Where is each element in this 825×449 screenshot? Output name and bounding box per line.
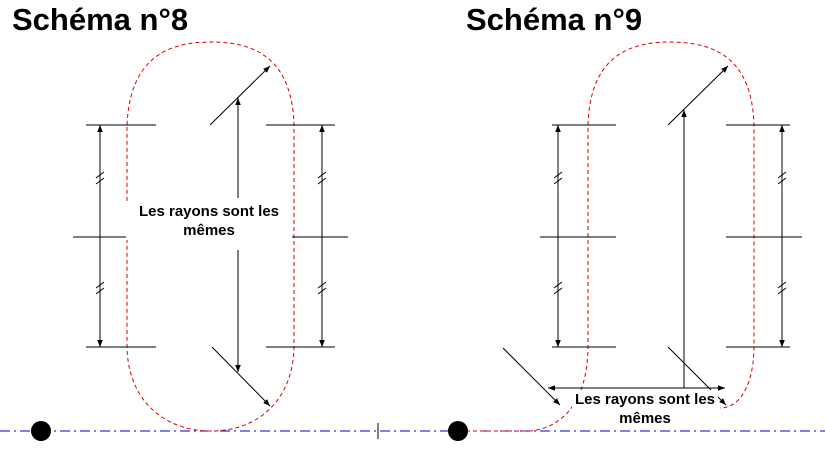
schema-8 <box>31 41 379 441</box>
left-dim-hash-top-8 <box>95 171 105 185</box>
left-dim-hash-bot-8 <box>95 281 105 295</box>
start-dot-9 <box>448 421 468 441</box>
radius-arrow-top-diag-9 <box>667 65 729 126</box>
right-dim-hash-top-8 <box>317 171 327 185</box>
title-schema-8: Schéma n°8 <box>12 2 189 37</box>
note-schema-9: Les rayons sont les mêmes <box>572 390 718 428</box>
left-dim-hash-top-9 <box>553 171 563 185</box>
right-dim-hash-bot-9 <box>777 281 787 295</box>
start-dot-8 <box>31 421 51 441</box>
title-schema-9: Schéma n°9 <box>466 2 643 37</box>
radius-arrow-left-diag-9 <box>502 347 561 406</box>
left-dim-hash-bot-9 <box>553 281 563 295</box>
radius-arrow-bot-diag-8 <box>211 346 271 407</box>
track-path-8 <box>126 41 295 432</box>
radius-arrow-top-diag-8 <box>209 65 271 126</box>
schema-9 <box>448 41 802 441</box>
right-dim-hash-top-9 <box>777 171 787 185</box>
right-dim-hash-bot-8 <box>317 281 327 295</box>
note-schema-8: Les rayons sont les mêmes <box>126 202 292 240</box>
